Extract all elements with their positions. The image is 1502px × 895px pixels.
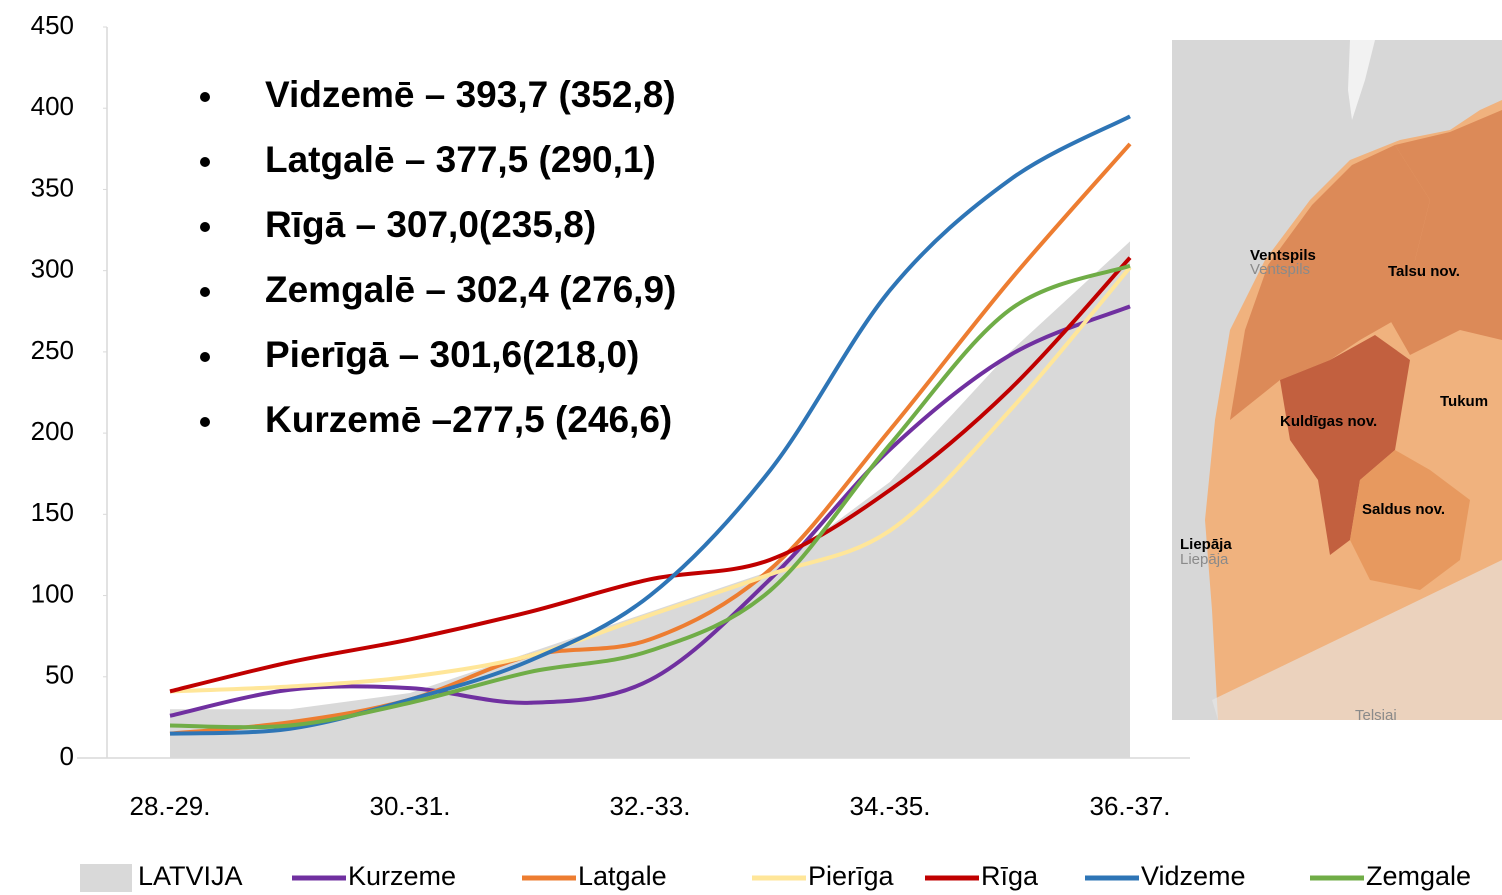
bullet: [200, 287, 210, 297]
y-tick-label: 0: [60, 741, 74, 771]
annotation: Zemgalē – 302,4 (276,9): [265, 269, 676, 310]
map-label: Talsu nov.: [1388, 263, 1460, 280]
x-tick-label: 28.-29.: [130, 791, 211, 821]
map-region: [1212, 560, 1502, 720]
line: [169, 256, 1132, 694]
y-tick-label: 400: [31, 91, 74, 121]
legend-label: Pierīga: [808, 861, 895, 891]
legend-label: LATVIJA: [138, 861, 243, 891]
legend-label: Vidzeme: [1141, 861, 1246, 891]
map-region: [1280, 335, 1410, 555]
line: [169, 304, 1131, 718]
map-label: Liepāja: [1180, 536, 1232, 553]
line: [169, 263, 1131, 730]
map-region: [1350, 450, 1470, 590]
annotation: Kurzemē –277,5 (246,6): [265, 399, 672, 440]
map-label: Liepāja: [1180, 551, 1229, 568]
x-tick-label: 30.-31.: [370, 791, 451, 821]
map-label: Ventspils: [1250, 261, 1310, 278]
y-tick-label: 250: [31, 335, 74, 365]
map-label: Kuldīgas nov.: [1280, 413, 1377, 430]
annotation: Pierīgā – 301,6(218,0): [265, 334, 639, 375]
x-tick-label: 32.-33.: [610, 791, 691, 821]
map-label: Tukum: [1440, 393, 1488, 410]
legend-label: Latgale: [578, 861, 667, 891]
legend-label: Kurzeme: [348, 861, 456, 891]
x-tick-label: 34.-35.: [850, 791, 931, 821]
bullet: [200, 92, 210, 102]
legend-label: Zemgale: [1366, 861, 1471, 891]
map-inset: Ventspils Ventspils Talsu nov. Kuldīgas …: [1172, 40, 1502, 724]
line: [169, 142, 1132, 736]
map-label: Saldus nov.: [1362, 501, 1445, 518]
bullet: [200, 417, 210, 427]
map-region: [1230, 145, 1430, 420]
bullet: [200, 157, 210, 167]
map-island: [1348, 40, 1375, 120]
y-tick-label: 100: [31, 578, 74, 608]
annotation: Latgalē – 377,5 (290,1): [265, 139, 656, 180]
map-label: Ventspils: [1250, 247, 1316, 264]
bullet: [200, 352, 210, 362]
legend-swatch: [80, 864, 132, 892]
annotation: Rīgā – 307,0(235,8): [265, 204, 596, 245]
y-tick-label: 150: [31, 497, 74, 527]
y-tick-label: 50: [45, 660, 74, 690]
plot: 0 50 100 150 200 250 300 350 400 450 28.-29. 30.-31…: [31, 10, 1190, 821]
y-tick-label: 200: [31, 416, 74, 446]
y-tick-label: 300: [31, 254, 74, 284]
x-tick-label: 36.-37.: [1090, 791, 1171, 821]
map-region: [1390, 110, 1502, 355]
bullet: [200, 222, 210, 232]
y-tick-label: 350: [31, 172, 74, 202]
annotation: Vidzemē – 393,7 (352,8): [265, 74, 676, 115]
legend-label: Rīga: [981, 861, 1039, 891]
map-label: Telsiai: [1355, 707, 1397, 724]
line: [169, 266, 1132, 694]
area: [170, 241, 1130, 759]
y-tick-label: 450: [31, 10, 74, 40]
